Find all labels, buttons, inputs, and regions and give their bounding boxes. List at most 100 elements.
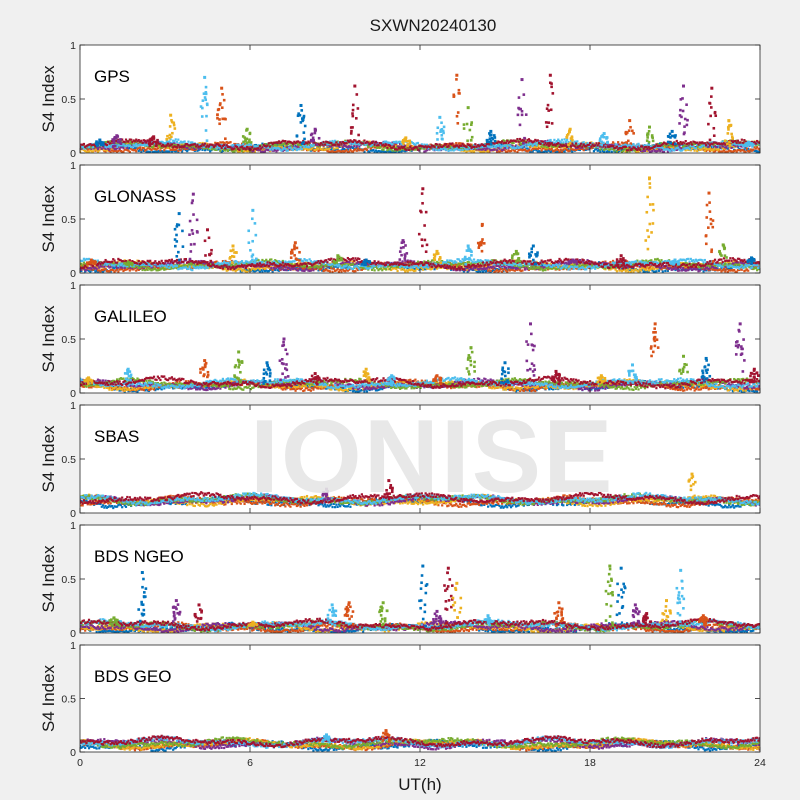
data-point <box>687 148 690 152</box>
data-point <box>109 142 112 145</box>
data-point <box>586 142 589 145</box>
data-point <box>178 146 181 149</box>
data-point <box>215 148 218 151</box>
data-point <box>478 266 481 269</box>
data-point <box>448 147 451 150</box>
data-point <box>464 147 467 150</box>
data-point <box>140 266 143 270</box>
data-point <box>487 142 490 145</box>
data-point <box>201 99 205 102</box>
data-point <box>341 150 344 153</box>
data-point <box>485 140 489 144</box>
data-point <box>265 269 268 272</box>
data-point <box>235 147 239 150</box>
data-point <box>274 143 277 147</box>
data-point <box>461 142 464 146</box>
data-point <box>433 149 436 152</box>
data-point <box>531 150 534 153</box>
data-point <box>283 146 286 150</box>
data-point <box>297 143 300 146</box>
data-point <box>493 136 497 139</box>
data-point <box>469 139 473 142</box>
data-point <box>684 143 687 146</box>
data-point <box>228 148 231 152</box>
data-point <box>676 268 680 271</box>
data-point <box>203 142 207 145</box>
data-point <box>356 143 360 146</box>
data-point <box>124 144 128 148</box>
data-point <box>557 144 560 147</box>
data-point <box>314 267 318 271</box>
data-point <box>168 265 171 268</box>
data-point <box>707 145 710 148</box>
data-point <box>356 268 360 272</box>
data-point <box>362 149 365 152</box>
data-point <box>172 146 175 149</box>
data-point <box>491 137 495 141</box>
data-point <box>330 141 333 145</box>
data-point <box>322 148 325 152</box>
data-point <box>544 121 548 124</box>
data-point <box>662 141 666 144</box>
data-point <box>165 142 168 145</box>
data-point <box>302 131 306 134</box>
data-point <box>642 147 645 150</box>
data-point <box>589 143 592 146</box>
data-point <box>738 141 741 144</box>
data-point <box>223 117 226 121</box>
data-point <box>367 150 370 153</box>
data-point <box>547 121 551 124</box>
data-point <box>345 268 348 271</box>
data-point <box>721 143 724 146</box>
data-point <box>682 141 685 144</box>
data-point <box>680 149 683 152</box>
data-point <box>642 149 645 153</box>
data-point <box>140 139 143 142</box>
data-point <box>678 122 681 125</box>
data-point <box>202 147 205 150</box>
data-point <box>313 143 316 147</box>
data-point <box>355 267 358 270</box>
data-point <box>364 147 367 150</box>
data-point <box>736 149 740 152</box>
data-point <box>310 138 313 142</box>
data-point <box>675 145 678 148</box>
data-point <box>595 144 598 147</box>
data-point <box>414 267 417 270</box>
data-point <box>650 148 653 151</box>
data-point <box>605 146 608 149</box>
data-point <box>534 145 537 148</box>
data-point <box>214 148 217 151</box>
data-point <box>374 143 377 147</box>
data-point <box>257 144 260 147</box>
data-point <box>643 149 647 152</box>
data-point <box>548 142 551 145</box>
data-point <box>331 267 334 270</box>
data-point <box>178 142 181 145</box>
data-point <box>703 149 706 152</box>
data-point <box>119 268 122 271</box>
data-point <box>252 270 255 273</box>
data-point <box>560 143 564 146</box>
data-point <box>85 150 88 153</box>
data-point <box>676 143 680 146</box>
data-point <box>622 145 625 149</box>
data-point <box>179 145 182 149</box>
data-point <box>439 262 443 266</box>
data-point <box>156 143 159 147</box>
data-point <box>382 141 385 144</box>
data-point <box>224 142 227 145</box>
data-point <box>300 148 304 151</box>
data-point <box>447 147 450 150</box>
data-point <box>113 144 117 148</box>
data-point <box>283 140 286 143</box>
data-point <box>216 143 219 146</box>
data-point <box>472 150 476 153</box>
data-point <box>560 145 564 148</box>
data-point <box>242 142 245 146</box>
data-point <box>434 144 437 147</box>
data-point <box>331 139 334 143</box>
data-point <box>462 148 465 151</box>
data-point <box>175 143 179 146</box>
